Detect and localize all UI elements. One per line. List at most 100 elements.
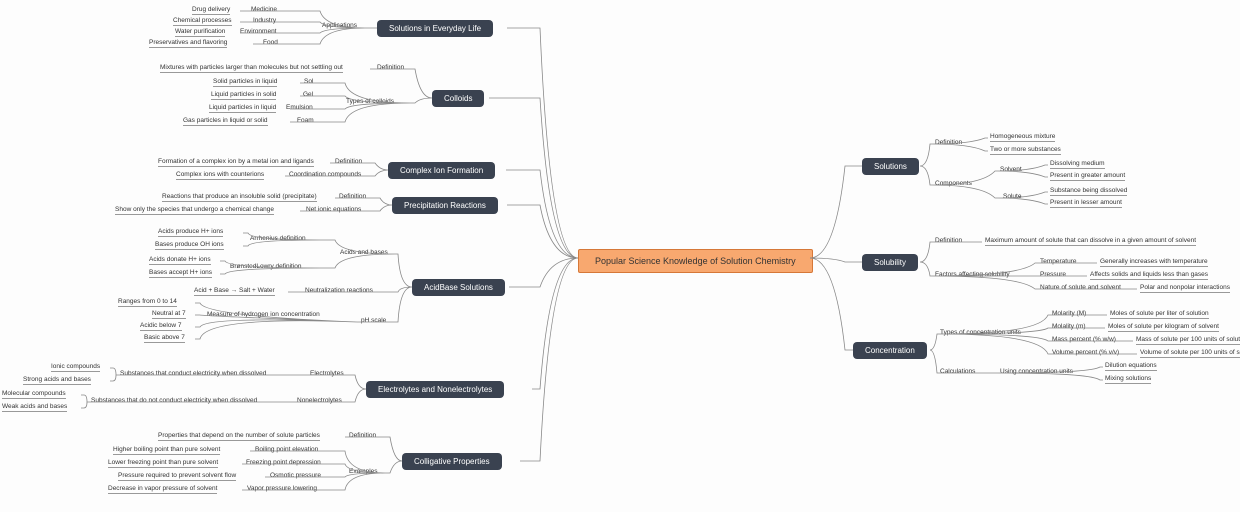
coll-ex-3-leaf: Decrease in vapor pressure of solvent	[108, 485, 217, 494]
complex-def-tag: Definition	[335, 158, 362, 165]
colloids-sol-leaf: Solid particles in liquid	[213, 78, 277, 87]
coll-ex-0-tag: Boiling point elevation	[255, 446, 318, 453]
conc-m-leaf: Moles of solute per liter of solution	[1110, 310, 1209, 319]
sol-def-tag: Definition	[935, 139, 962, 146]
sol-def-1: Two or more substances	[990, 146, 1061, 155]
sol-solute-0: Substance being dissolved	[1050, 187, 1127, 196]
coll-ex-3-tag: Vapor pressure lowering	[247, 485, 317, 492]
tag-food: Food	[263, 39, 278, 46]
colloids-foam-leaf: Gas particles in liquid or solid	[183, 117, 268, 126]
colloids-foam: Foam	[297, 117, 314, 124]
colloids-emulsion-leaf: Liquid particles in liquid	[209, 104, 276, 113]
conc-calc-tag: Calculations	[940, 368, 975, 375]
solub-nature-tag: Nature of solute and solvent	[1040, 284, 1121, 291]
complex-coord-leaf: Complex ions with counterions	[176, 171, 264, 180]
ab-ph-tag: pH scale	[361, 317, 386, 324]
elec-0: Ionic compounds	[51, 363, 100, 372]
solub-nature-leaf: Polar and nonpolar interactions	[1140, 284, 1230, 293]
elec-tag: Electrolytes	[310, 370, 344, 377]
colloids-def-tag: Definition	[377, 64, 404, 71]
coll-ex-2-tag: Osmotic pressure	[270, 472, 321, 479]
node-acidbase: AcidBase Solutions	[412, 279, 505, 296]
precip-def-tag: Definition	[339, 193, 366, 200]
precip-def-leaf: Reactions that produce an insoluble soli…	[162, 193, 317, 202]
colloids-gel: Gel	[303, 91, 313, 98]
sol-solvent-1: Present in greater amount	[1050, 172, 1125, 181]
node-concentration: Concentration	[853, 342, 927, 359]
colloids-def-leaf: Mixtures with particles larger than mole…	[160, 64, 343, 73]
conc-mp-leaf: Mass of solute per 100 units of solution	[1136, 336, 1240, 345]
node-solubility: Solubility	[862, 254, 918, 271]
ab-arr-1: Bases produce OH ions	[155, 241, 224, 250]
colloids-emulsion: Emulsion	[286, 104, 313, 111]
complex-def-leaf: Formation of a complex ion by a metal io…	[158, 158, 314, 167]
solub-def-leaf: Maximum amount of solute that can dissol…	[985, 237, 1196, 246]
sol-solute-tag: Solute	[1003, 193, 1021, 200]
sub-applications: Applications	[322, 22, 357, 29]
node-colloids: Colloids	[432, 90, 484, 107]
conc-calc-0: Dilution equations	[1105, 362, 1157, 371]
solub-def-tag: Definition	[935, 237, 962, 244]
solub-factors-tag: Factors affecting solubility	[935, 271, 1010, 278]
ab-bl-tag: BrønstedLowry definition	[230, 263, 302, 270]
coll-def-leaf: Properties that depend on the number of …	[158, 432, 320, 441]
node-precipitation: Precipitation Reactions	[392, 197, 498, 214]
ab-tag: Acids and bases	[340, 249, 388, 256]
sol-solvent-tag: Solvent	[1000, 166, 1022, 173]
precip-net-tag: Net ionic equations	[306, 206, 361, 213]
conc-vp-leaf: Volume of solute per 100 units of soluti…	[1140, 349, 1240, 358]
tag-medicine: Medicine	[251, 6, 277, 13]
conc-calc-1: Mixing solutions	[1105, 375, 1151, 384]
conc-mm-leaf: Moles of solute per kilogram of solvent	[1108, 323, 1219, 332]
ab-ph-0: Ranges from 0 to 14	[118, 298, 177, 307]
nonelec-1: Weak acids and bases	[2, 403, 67, 412]
coll-ex-tag: Examples	[349, 468, 378, 475]
coll-ex-2-leaf: Pressure required to prevent solvent flo…	[118, 472, 236, 481]
coll-ex-1-tag: Freezing point depression	[246, 459, 321, 466]
solub-pres-tag: Pressure	[1040, 271, 1066, 278]
ab-neut-tag: Neutralization reactions	[305, 287, 373, 294]
ab-ph-1: Neutral at 7	[152, 310, 186, 319]
conc-vp-tag: Volume percent (% v/v)	[1052, 349, 1119, 356]
conc-mm-tag: Molality (m)	[1052, 323, 1086, 330]
sol-def-0: Homogeneous mixture	[990, 133, 1055, 142]
elec-desc: Substances that conduct electricity when…	[120, 370, 266, 377]
colloids-sol: Sol	[304, 78, 313, 85]
colloids-gel-leaf: Liquid particles in solid	[211, 91, 276, 100]
coll-ex-0-leaf: Higher boiling point than pure solvent	[113, 446, 220, 455]
ab-arr-0: Acids produce H+ ions	[158, 228, 223, 237]
solub-temp-leaf: Generally increases with temperature	[1100, 258, 1208, 267]
solub-pres-leaf: Affects solids and liquids less than gas…	[1090, 271, 1208, 280]
coll-def-tag: Definition	[349, 432, 376, 439]
node-solutions-everyday: Solutions in Everyday Life	[377, 20, 493, 37]
root-title: Popular Science Knowledge of Solution Ch…	[595, 256, 796, 266]
ab-ph-3: Basic above 7	[144, 334, 185, 343]
leaf-preservatives: Preservatives and flavoring	[149, 39, 227, 48]
nonelec-desc: Substances that do not conduct electrici…	[91, 397, 257, 404]
complex-coord-tag: Coordination compounds	[289, 171, 361, 178]
leaf-chemical: Chemical processes	[173, 17, 232, 26]
tag-industry: Industry	[253, 17, 276, 24]
ab-ph-measure: Measure of hydrogen ion concentration	[207, 311, 320, 318]
node-electrolytes: Electrolytes and Nonelectrolytes	[366, 381, 504, 398]
conc-mp-tag: Mass percent (% w/w)	[1052, 336, 1116, 343]
coll-ex-1-leaf: Lower freezing point than pure solvent	[108, 459, 218, 468]
sol-comp-tag: Components	[935, 180, 972, 187]
ab-bl-0: Acids donate H+ ions	[149, 256, 211, 265]
leaf-drug-delivery: Drug delivery	[192, 6, 230, 15]
ab-neut-leaf: Acid + Base → Salt + Water	[194, 287, 275, 296]
sol-solute-1: Present in lesser amount	[1050, 199, 1122, 208]
ab-bl-1: Bases accept H+ ions	[149, 269, 212, 278]
ab-arr-tag: Arrhenius definition	[250, 235, 306, 242]
precip-net-leaf: Show only the species that undergo a che…	[115, 206, 274, 215]
node-complex-ion: Complex Ion Formation	[388, 162, 495, 179]
solub-temp-tag: Temperature	[1040, 258, 1077, 265]
root-node: Popular Science Knowledge of Solution Ch…	[578, 249, 813, 273]
colloids-types-tag: Types of colloids	[346, 98, 394, 105]
conc-units-tag: Types of concentration units	[940, 329, 1021, 336]
sol-solvent-0: Dissolving medium	[1050, 160, 1105, 169]
tag-environment: Environment	[240, 28, 277, 35]
node-colligative: Colligative Properties	[402, 453, 502, 470]
leaf-water: Water purification	[175, 28, 225, 37]
conc-m-tag: Molarity (M)	[1052, 310, 1086, 317]
